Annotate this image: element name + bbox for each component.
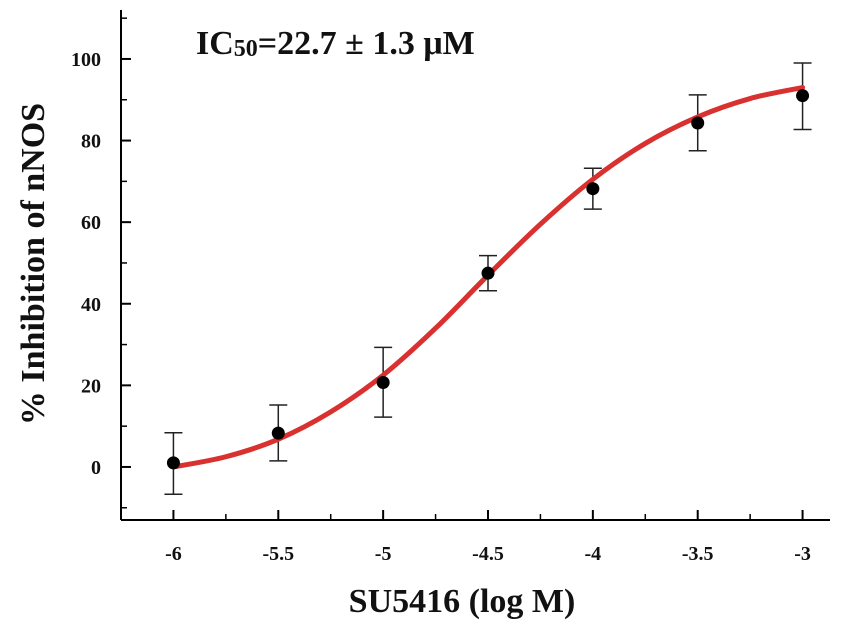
axes <box>120 10 830 521</box>
y-tick-label: 0 <box>91 457 101 479</box>
x-tick-label: -4.5 <box>472 543 504 565</box>
y-tick-label: 80 <box>81 131 101 153</box>
ic50-value: =22.7 ± 1.3 μM <box>258 25 475 62</box>
ic50-prefix: IC <box>196 25 234 62</box>
x-tick-label: -6 <box>165 543 182 565</box>
x-tick-label: -4 <box>585 543 602 565</box>
y-tick-label: 20 <box>81 375 101 397</box>
data-point <box>481 266 495 280</box>
ic50-subscript: 50 <box>234 36 258 62</box>
x-tick-label: -3 <box>794 543 811 565</box>
error-bars <box>164 62 812 496</box>
data-point <box>166 456 180 470</box>
data-point <box>586 182 600 196</box>
data-points <box>166 89 810 470</box>
data-point <box>271 426 285 440</box>
x-tick-label: -5 <box>375 543 392 565</box>
ticks: 0 20 40 60 80 100 -6 -5.5 -5 -4.5 -4 -3.5 -3 <box>71 17 811 565</box>
x-axis-title: SU5416 (log M) <box>349 583 576 620</box>
data-point <box>796 89 810 103</box>
x-tick-label: -5.5 <box>262 543 294 565</box>
ic50-annotation: IC50=22.7 ± 1.3 μM <box>196 25 475 62</box>
y-tick-label: 100 <box>71 49 101 71</box>
y-axis-title: % Inhibition of nNOS <box>15 103 52 425</box>
data-point <box>376 376 390 390</box>
y-tick-label: 60 <box>81 212 101 234</box>
data-point <box>691 116 705 130</box>
y-tick-label: 40 <box>81 294 101 316</box>
x-tick-label: -3.5 <box>682 543 714 565</box>
